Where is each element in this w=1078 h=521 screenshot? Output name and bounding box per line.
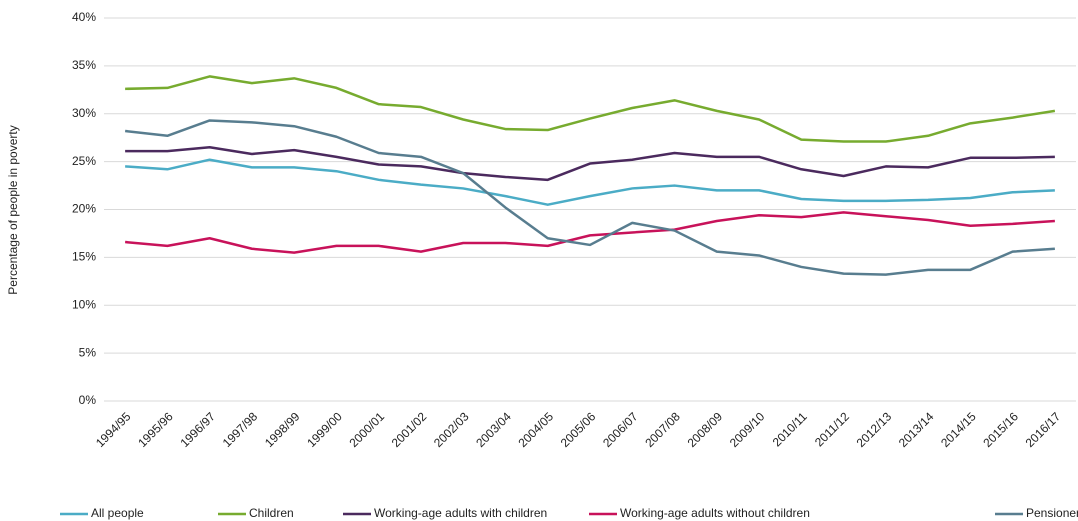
x-tick-label: 2002/03 bbox=[431, 409, 472, 450]
legend-label: Pensioners bbox=[1026, 506, 1078, 520]
y-tick-label: 35% bbox=[72, 58, 96, 72]
x-tick-label: 1999/00 bbox=[304, 409, 345, 450]
x-tick-label: 2013/14 bbox=[896, 409, 937, 450]
x-tick-label: 1995/96 bbox=[135, 409, 176, 450]
x-tick-label: 2001/02 bbox=[389, 409, 430, 450]
series-line bbox=[125, 146, 1055, 182]
x-tick-label: 2016/17 bbox=[1023, 409, 1064, 450]
x-tick-label: 2009/10 bbox=[727, 409, 768, 450]
series-line bbox=[125, 75, 1056, 143]
x-tick-label: 2004/05 bbox=[516, 409, 557, 450]
x-tick-label: 2006/07 bbox=[600, 409, 641, 450]
y-tick-label: 25% bbox=[72, 154, 96, 168]
y-tick-label: 20% bbox=[72, 202, 96, 216]
x-tick-label: 1998/99 bbox=[262, 409, 303, 450]
legend-label: Working-age adults without children bbox=[620, 506, 810, 520]
y-tick-label: 0% bbox=[79, 393, 97, 407]
series-line bbox=[125, 158, 1055, 206]
legend-label: Working-age adults with children bbox=[374, 506, 547, 520]
x-tick-label: 2012/13 bbox=[854, 409, 895, 450]
x-tick-label: 2000/01 bbox=[346, 409, 387, 450]
x-tick-label: 1994/95 bbox=[93, 409, 134, 450]
legend-label: All people bbox=[91, 506, 144, 520]
y-tick-label: 15% bbox=[72, 250, 96, 264]
y-tick-label: 5% bbox=[79, 345, 97, 359]
series-line bbox=[124, 119, 1055, 276]
x-tick-label: 2015/16 bbox=[980, 409, 1021, 450]
y-axis-label: Percentage of people in poverty bbox=[6, 125, 20, 294]
legend-label: Children bbox=[249, 506, 294, 520]
x-tick-label: 1996/97 bbox=[177, 409, 218, 450]
y-tick-label: 30% bbox=[72, 106, 96, 120]
x-tick-label: 2007/08 bbox=[642, 409, 683, 450]
x-tick-label: 2005/06 bbox=[558, 409, 599, 450]
series-line bbox=[125, 211, 1055, 254]
x-tick-label: 2008/09 bbox=[685, 409, 726, 450]
x-tick-label: 1997/98 bbox=[220, 409, 261, 450]
x-tick-label: 2014/15 bbox=[938, 409, 979, 450]
x-tick-label: 2011/12 bbox=[812, 409, 852, 449]
y-tick-label: 10% bbox=[72, 297, 96, 311]
x-tick-label: 2003/04 bbox=[473, 409, 514, 450]
y-tick-label: 40% bbox=[72, 10, 96, 24]
x-tick-label: 2010/11 bbox=[770, 409, 810, 449]
